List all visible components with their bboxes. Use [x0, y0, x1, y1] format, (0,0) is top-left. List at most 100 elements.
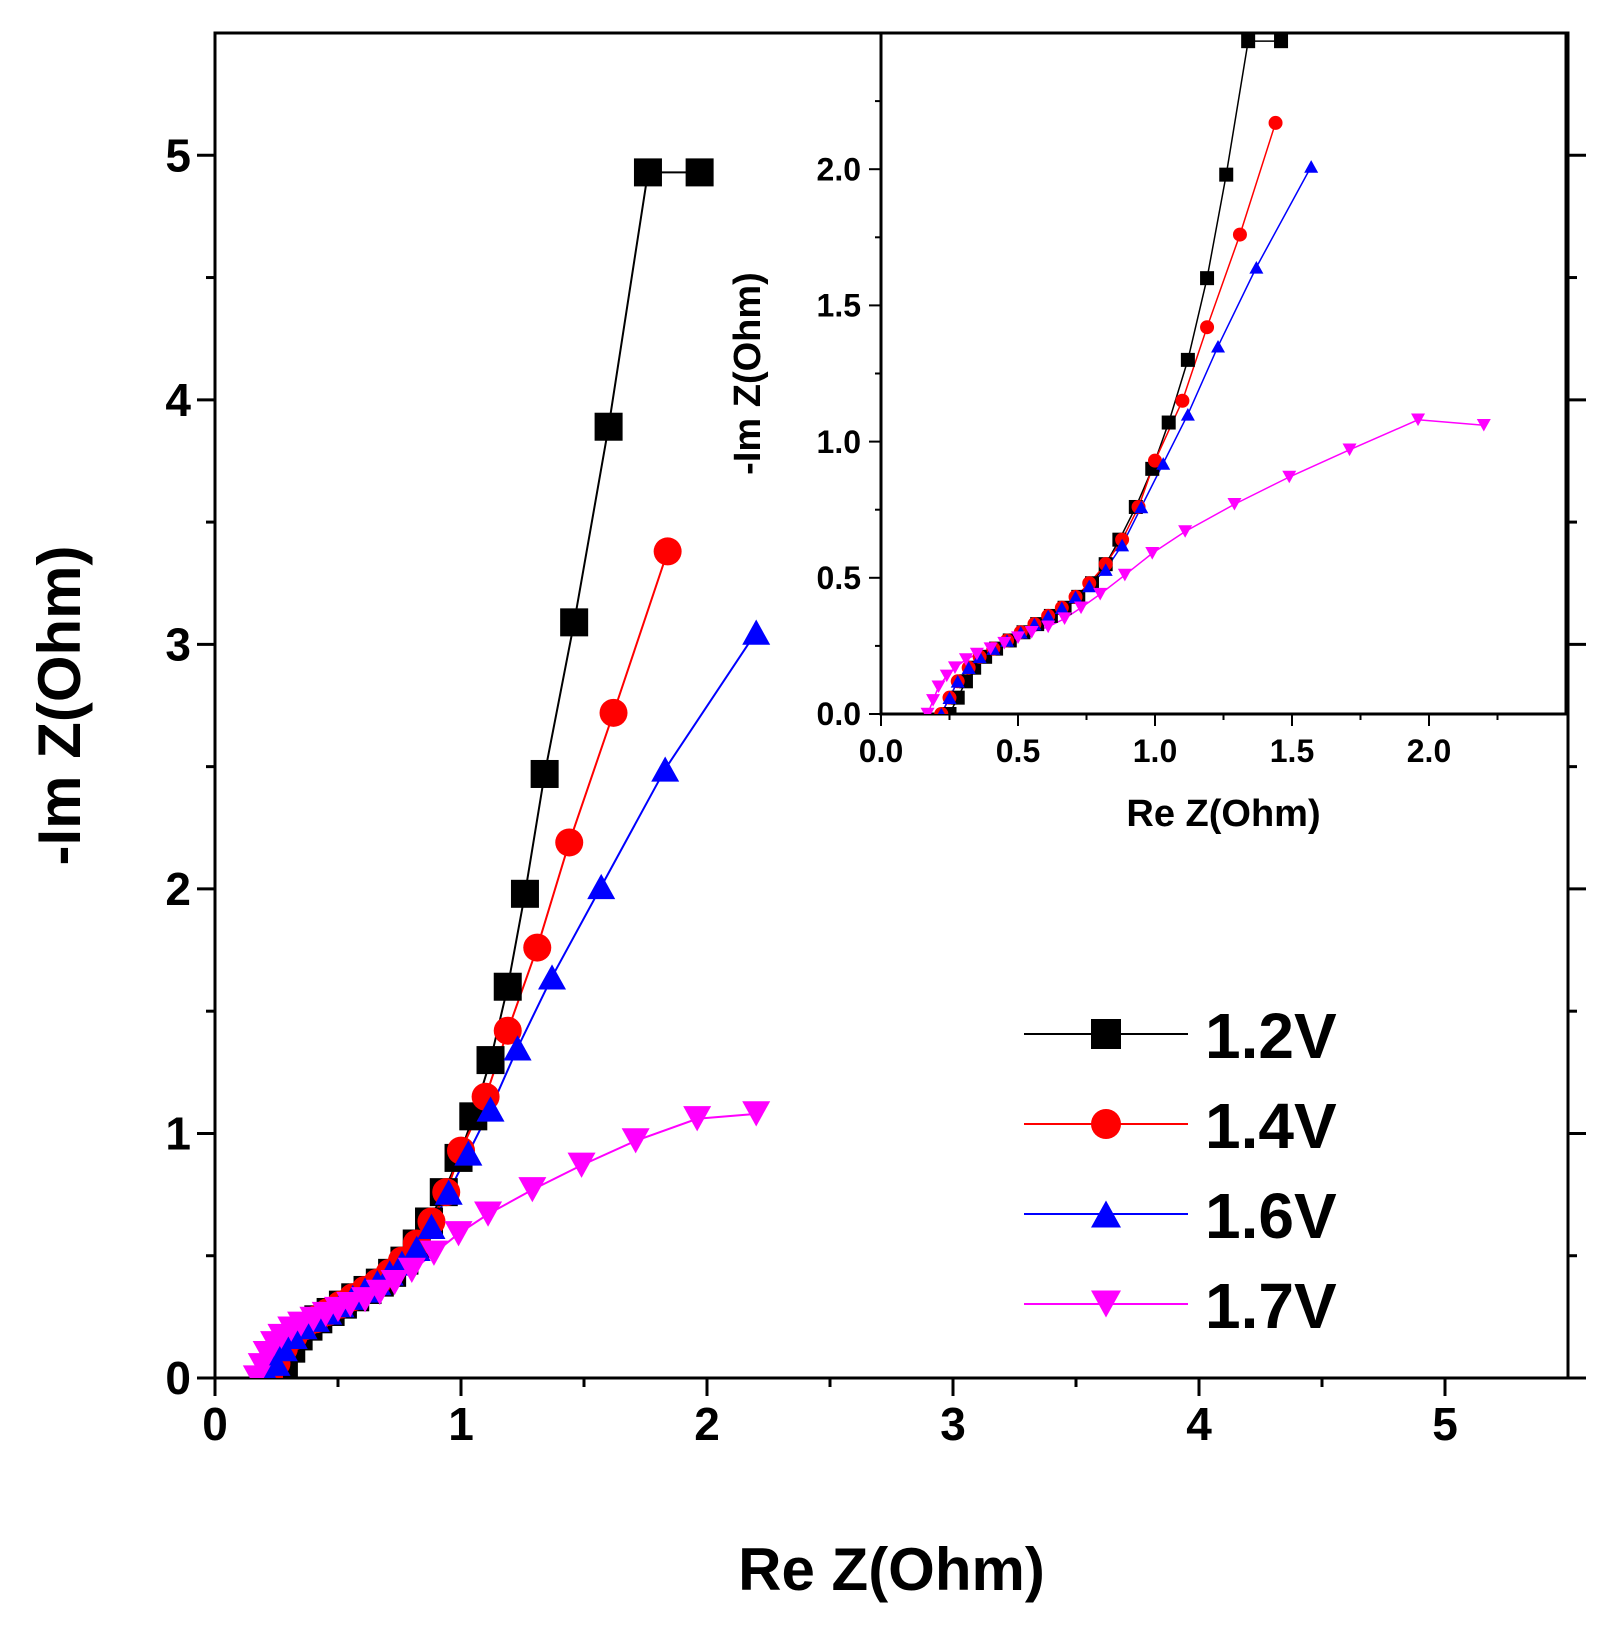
inset-data-point	[1117, 568, 1132, 582]
legend-marker	[1091, 1290, 1121, 1318]
main-data-point	[493, 972, 522, 1001]
inset-data-point	[1476, 418, 1491, 432]
inset-data-point	[1074, 601, 1089, 615]
inset-data-point	[1274, 34, 1289, 49]
main-x-tick-label: 5	[1432, 1398, 1458, 1450]
inset-x-tick-label: 0.5	[996, 733, 1040, 769]
inset-data-point	[942, 691, 957, 704]
inset-data-point	[1304, 160, 1319, 173]
inset-data-point	[958, 653, 973, 666]
inset-data-point	[1180, 408, 1195, 421]
inset-data-point	[961, 661, 976, 674]
inset-data-point	[1200, 320, 1215, 335]
legend-marker	[1091, 1019, 1121, 1049]
inset-x-axis-label: Re Z(Ohm)	[1126, 793, 1320, 835]
inset-data-point	[1098, 563, 1113, 576]
inset-data-point	[920, 707, 935, 714]
main-series-line	[268, 551, 669, 1378]
inset-data-point	[1200, 271, 1215, 286]
main-x-tick-label: 2	[694, 1398, 720, 1450]
inset-data-point	[1156, 457, 1171, 470]
main-y-tick-label: 4	[165, 374, 191, 426]
main-y-tick-label: 3	[165, 618, 191, 670]
main-data-point	[262, 1350, 291, 1376]
inset-data	[920, 34, 1491, 714]
inset-data-point	[1241, 34, 1256, 49]
legend-label: 1.6V	[1205, 1180, 1337, 1252]
main-data-point	[419, 1240, 448, 1266]
inset-data-point	[1219, 167, 1234, 182]
main-x-axis-label: Re Z(Ohm)	[738, 1536, 1045, 1603]
main-data-point	[587, 873, 616, 900]
main-data-point	[530, 759, 559, 788]
main-data-point	[380, 1270, 409, 1296]
main-data-point	[444, 1221, 473, 1247]
main-data-point	[560, 608, 589, 637]
main-data-point	[633, 158, 662, 187]
main-data-point	[651, 756, 680, 782]
main-series-line	[275, 171, 700, 1378]
inset-frame	[879, 31, 1568, 716]
inset-data-point	[931, 680, 946, 694]
main-y-tick-label: 1	[165, 1108, 191, 1160]
main-data-point	[742, 1101, 771, 1127]
main-data-point	[683, 1106, 712, 1132]
inset-data-point	[1115, 538, 1130, 552]
inset-plot: 0.0 0.5 1.0 1.5 2.0 0.0 0.5 1.0 1.5 2.0 Re Z(Ohm) -…	[727, 31, 1568, 835]
main-y-axis-label: -Im Z(Ohm)	[26, 546, 93, 866]
inset-data-point	[1411, 413, 1426, 427]
inset-data-point	[1180, 352, 1195, 367]
legend-marker	[1091, 1200, 1121, 1228]
inset-data-point	[1249, 260, 1264, 274]
inset-data-point	[1268, 115, 1283, 130]
inset-data-point	[942, 707, 957, 714]
inset-y-tick-label: 0.5	[817, 560, 861, 596]
legend: 1.2V 1.4V 1.6V 1.7V	[1024, 1000, 1337, 1342]
main-y-tick-label: 2	[165, 863, 191, 915]
inset-y-tick-label: 1.5	[817, 288, 861, 324]
legend-label: 1.4V	[1205, 1090, 1337, 1162]
inset-data-point	[1024, 625, 1039, 639]
inset-y-tick-label: 0.0	[817, 696, 861, 732]
inset-x-tick-label: 1.0	[1133, 733, 1177, 769]
main-data-point	[594, 412, 623, 441]
main-x-tick-label: 1	[448, 1398, 474, 1450]
inset-data-point	[1161, 415, 1176, 430]
inset-data-point	[997, 636, 1012, 650]
main-data-point	[653, 537, 682, 566]
inset-data-point	[1342, 443, 1357, 457]
main-data-point	[417, 1213, 446, 1239]
inset-y-tick-label: 2.0	[817, 151, 861, 187]
inset-x-tick-label: 0.0	[859, 733, 903, 769]
inset-data-point	[937, 707, 945, 714]
main-data-point	[402, 1235, 431, 1261]
main-data-point	[351, 1287, 380, 1313]
main-data-point	[518, 1177, 547, 1203]
inset-data-point	[969, 647, 984, 661]
main-x-tick-label: 4	[1186, 1398, 1212, 1450]
inset-data-point	[1211, 339, 1226, 353]
main-data-point	[510, 879, 539, 908]
inset-data-point	[1282, 470, 1297, 484]
inset-y-axis-label: -Im Z(Ohm)	[727, 272, 769, 475]
inset-data-point	[1082, 579, 1097, 593]
inset-data-point	[1227, 497, 1242, 511]
inset-data-point	[972, 650, 987, 664]
inset-data-point	[1178, 525, 1193, 538]
main-data-point	[474, 1201, 503, 1227]
inset-data-point	[1057, 612, 1072, 625]
inset-data-point	[1011, 631, 1025, 645]
main-x-tick-label: 3	[940, 1398, 966, 1450]
inset-data-point	[1041, 620, 1056, 634]
inset-data-point	[939, 669, 954, 683]
main-plot: 0 1 2 3 4 5 0 1 2 3 4 5 Re Z(Ohm) -Im Z(Ohm)	[26, 31, 1586, 1603]
inset-x-tick-label: 2.0	[1407, 733, 1451, 769]
legend-label: 1.2V	[1205, 1000, 1337, 1072]
main-data-point	[493, 1016, 522, 1045]
legend-label: 1.7V	[1205, 1270, 1337, 1342]
main-data-point	[523, 933, 552, 962]
main-data-point	[538, 964, 567, 990]
inset-data-point	[1175, 393, 1190, 408]
